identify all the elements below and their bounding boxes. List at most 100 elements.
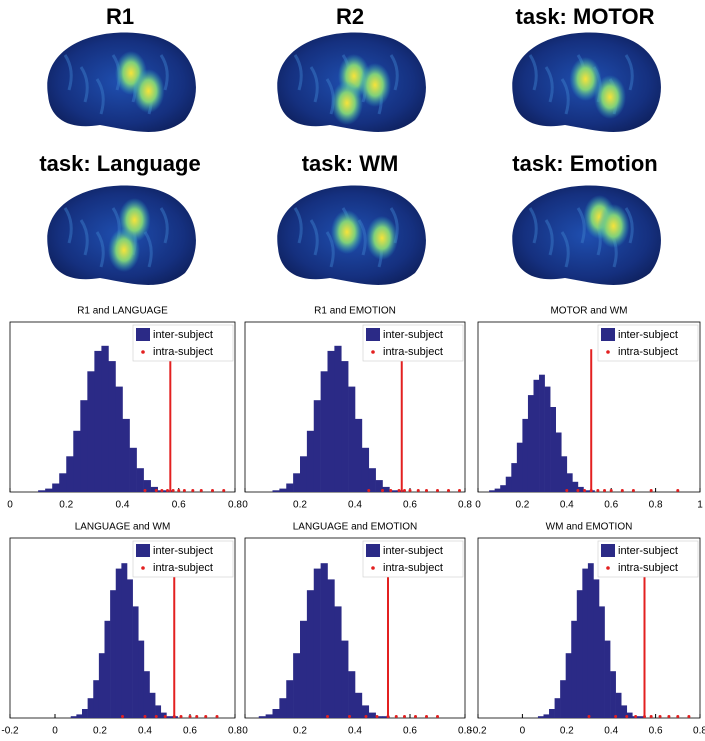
hist-bar: [522, 418, 529, 492]
x-tick-label: 0: [242, 500, 248, 511]
hist-bar: [587, 563, 594, 718]
hist-bar: [286, 483, 294, 492]
intra-point: [326, 715, 329, 718]
hist-bar: [583, 490, 590, 492]
chart-title: R1 and EMOTION: [314, 306, 396, 317]
hist-bar: [593, 579, 600, 718]
x-tick-label: 0: [242, 726, 248, 737]
hist-bar: [293, 473, 301, 492]
hist-bar: [136, 468, 144, 492]
x-tick-label: 0.4: [116, 500, 130, 511]
intra-point: [620, 489, 624, 492]
hist-bar: [122, 418, 130, 492]
x-tick-label: 0.6: [403, 500, 417, 511]
hist-bar: [265, 714, 273, 718]
legend-label: inter-subject: [618, 329, 678, 341]
intra-point: [596, 489, 600, 492]
hist-bar: [320, 371, 328, 492]
legend-swatch: [141, 350, 145, 354]
hist-bar: [615, 692, 622, 718]
hist-bar: [313, 568, 321, 718]
hist-bar: [38, 490, 46, 492]
intra-point: [160, 489, 164, 492]
brain-sulcus: [576, 207, 586, 244]
legend-label: intra-subject: [618, 562, 678, 574]
hist-bar: [560, 680, 566, 718]
brain-sulcus: [159, 54, 169, 91]
hist-bar: [582, 568, 589, 718]
hist-bar: [132, 606, 139, 718]
hist-bar: [306, 430, 315, 492]
intra-point: [408, 489, 412, 492]
intra-point: [614, 715, 618, 718]
hist-bar: [115, 568, 122, 718]
hist-bar: [577, 486, 584, 492]
hist-bar: [355, 692, 363, 718]
hist-bar: [368, 712, 376, 718]
brain-activation: [359, 63, 391, 107]
brain-image: [512, 32, 661, 132]
intra-point: [403, 715, 406, 718]
x-tick-label: -0.2: [469, 726, 487, 737]
brain-activation: [597, 204, 630, 248]
x-tick-label: 0.8: [458, 500, 472, 511]
brain-sulcus: [95, 231, 105, 268]
hist-bar: [286, 680, 294, 718]
intra-point: [188, 715, 192, 718]
intra-point: [625, 715, 629, 718]
hist-bar: [348, 671, 356, 718]
hist-bar: [300, 620, 308, 718]
brain-title: R2: [336, 4, 364, 29]
intra-point: [177, 489, 181, 492]
legend-label: intra-subject: [383, 562, 443, 574]
hist-bar: [576, 590, 583, 718]
brain-activation: [132, 69, 165, 113]
hist-bar: [505, 476, 512, 492]
brain-sulcus: [143, 231, 153, 268]
chart-title: R1 and LANGUAGE: [77, 306, 168, 317]
intra-point: [121, 715, 124, 718]
hist-bar: [279, 488, 287, 492]
hist-bar: [293, 653, 301, 718]
legend-label: intra-subject: [153, 562, 213, 574]
hist-bar: [327, 350, 335, 492]
hist-bar: [494, 488, 501, 492]
legend-swatch: [601, 544, 615, 557]
brain-title: R1: [106, 4, 134, 29]
hist-bar: [610, 671, 616, 718]
x-tick-label: 0: [52, 726, 58, 737]
hist-bar: [306, 590, 315, 718]
chart-title: MOTOR and WM: [550, 306, 627, 317]
brain-title: task: Language: [39, 151, 200, 176]
intra-point: [199, 489, 203, 492]
intra-point: [163, 715, 167, 718]
legend-swatch: [366, 544, 380, 557]
brain-title: task: WM: [302, 151, 399, 176]
hist-bar: [572, 481, 579, 492]
hist-bar: [272, 490, 280, 492]
hist-bar: [537, 716, 544, 718]
brain-sulcus: [544, 219, 554, 256]
x-tick-label: 0.2: [293, 726, 307, 737]
brain-activation: [594, 75, 626, 119]
intra-point: [364, 715, 368, 718]
hist-bar: [52, 483, 60, 492]
hist-bar: [382, 716, 390, 718]
legend-swatch: [371, 566, 375, 570]
brain-sulcus: [293, 54, 303, 91]
intra-point: [425, 715, 428, 718]
brain-sulcus: [79, 66, 89, 103]
intra-point: [367, 489, 371, 492]
intra-point: [458, 489, 461, 492]
x-tick-label: -0.2: [1, 726, 19, 737]
x-tick-label: 0: [520, 726, 526, 737]
x-tick-label: 0.2: [560, 726, 574, 737]
hist-bar: [45, 488, 53, 492]
hist-bar: [110, 590, 117, 718]
hist-bar: [334, 345, 342, 492]
intra-point: [143, 489, 147, 492]
hist-bar: [500, 485, 507, 492]
intra-point: [182, 489, 186, 492]
hist-bar: [149, 692, 156, 718]
intra-point: [191, 489, 195, 492]
